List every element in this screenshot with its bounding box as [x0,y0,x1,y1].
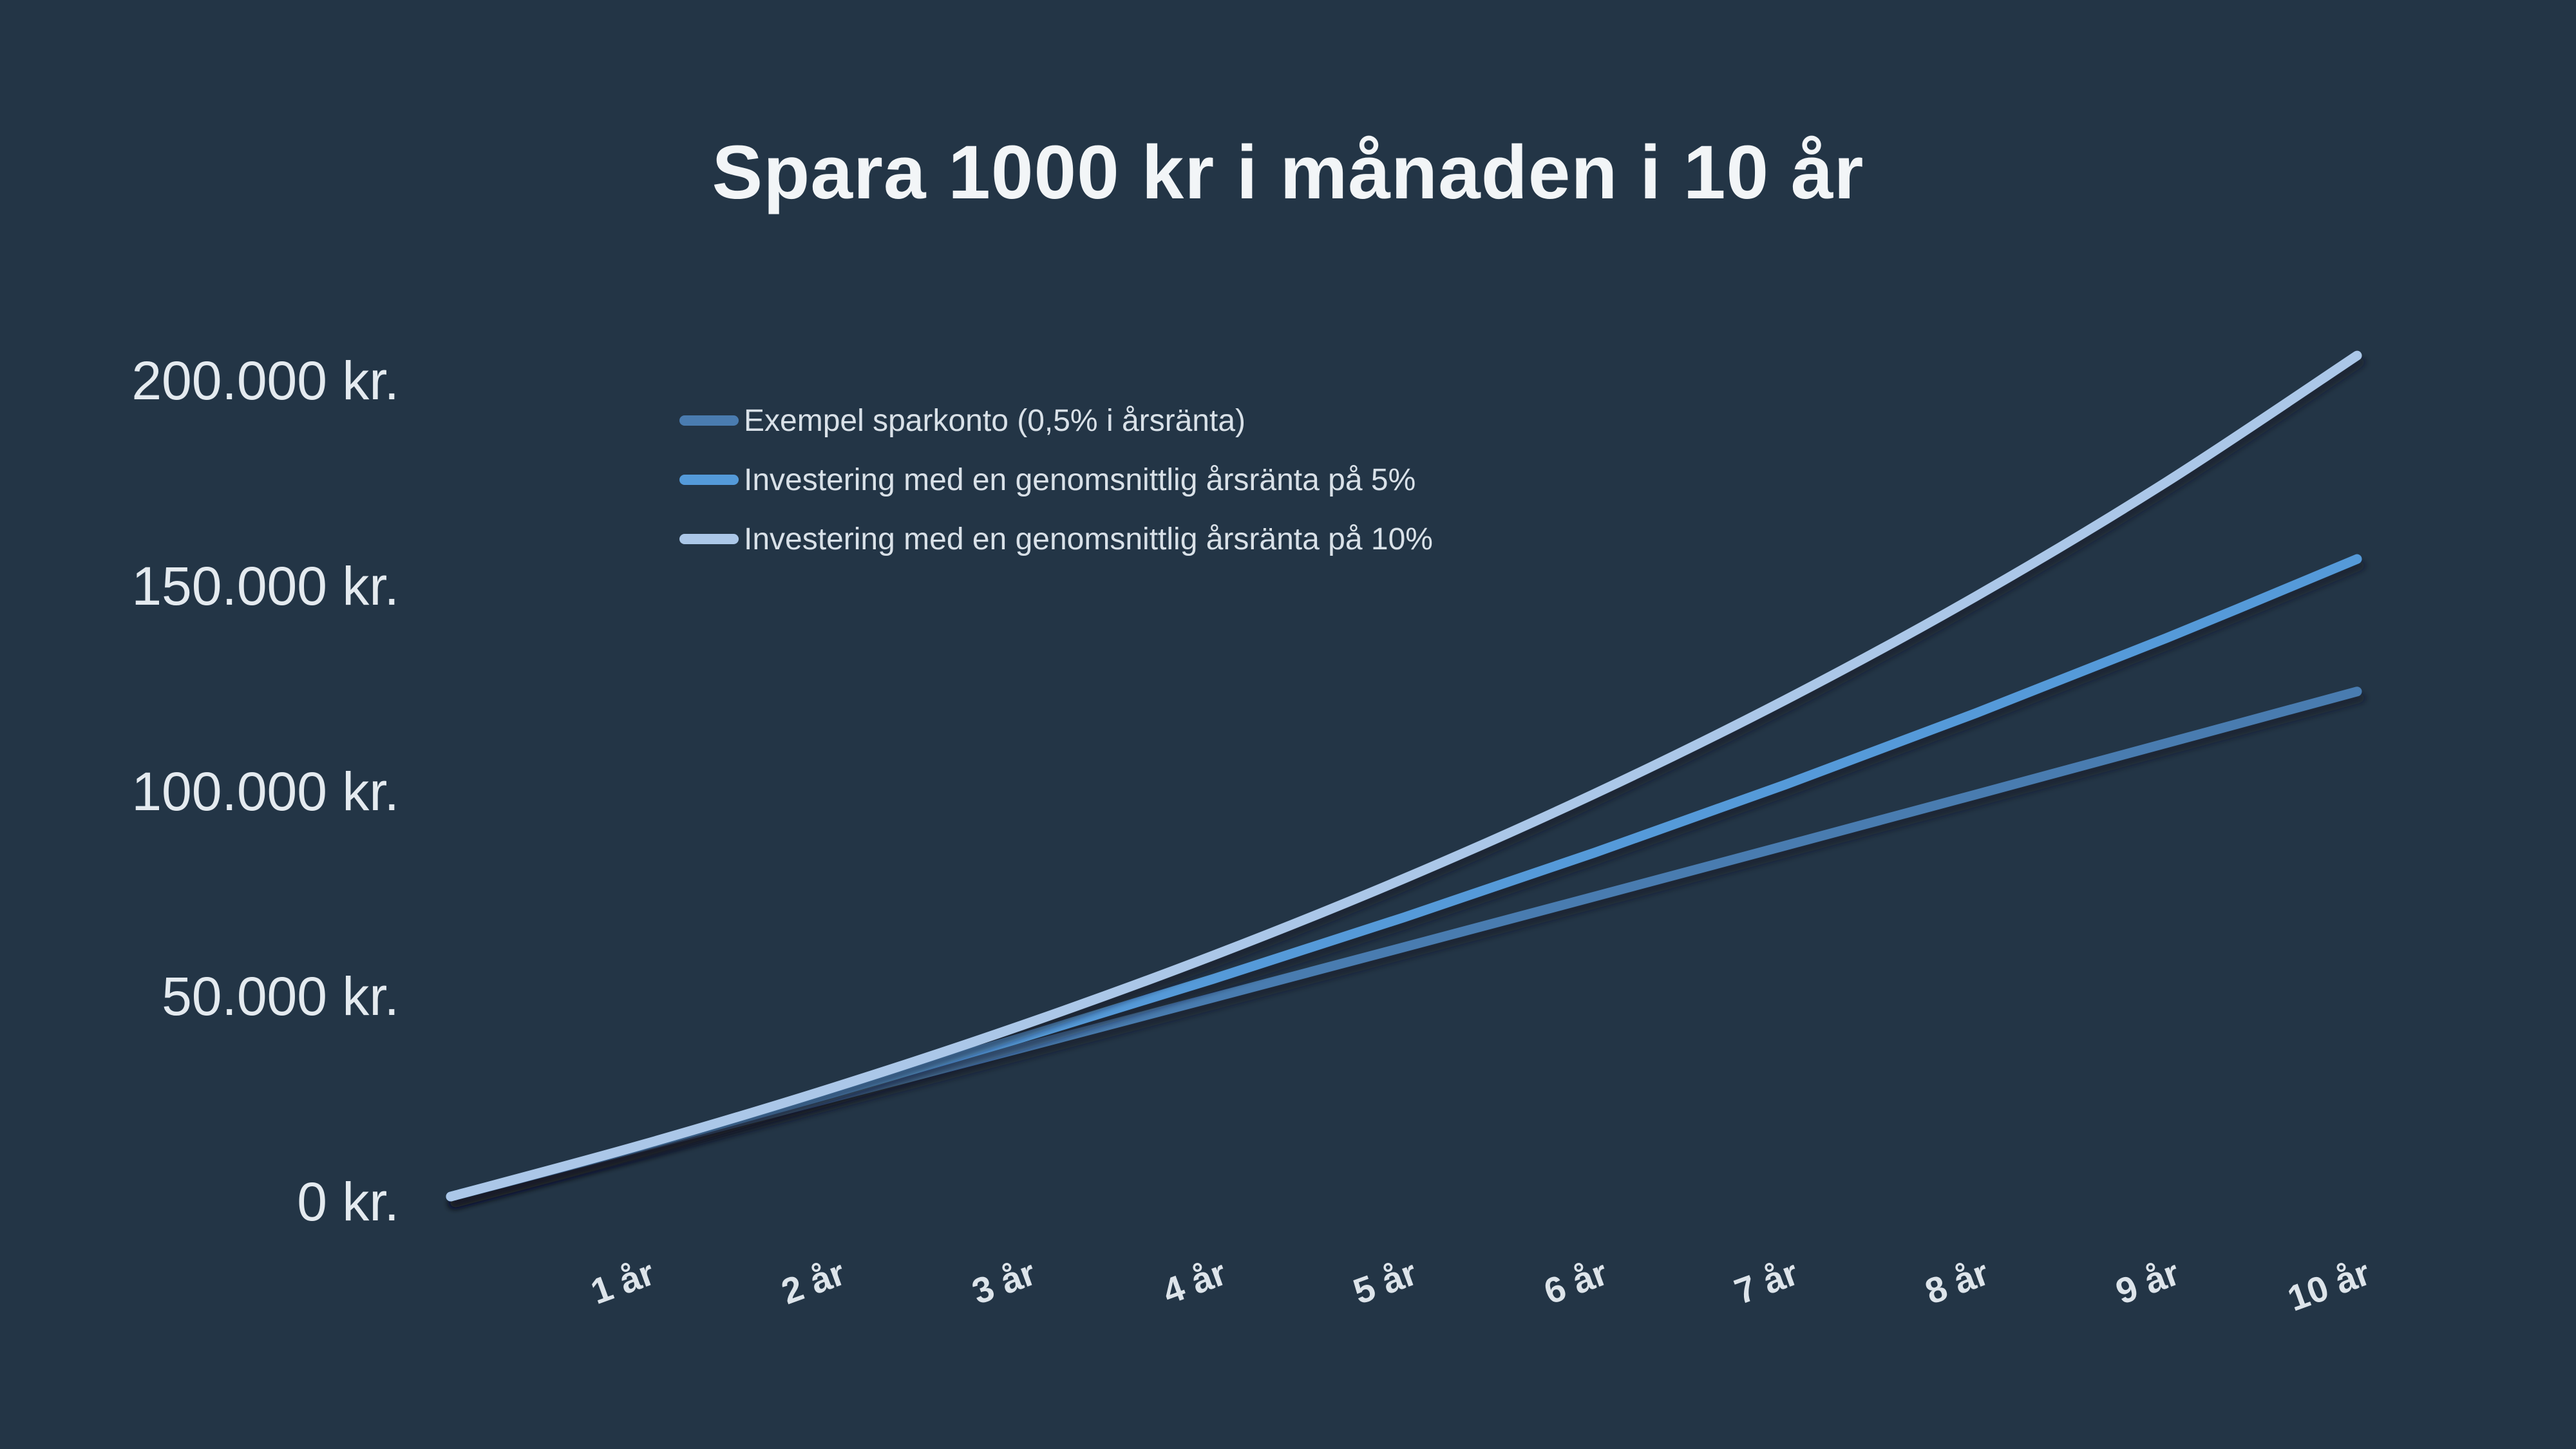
legend-item-2: Investering med en genomsnittlig årsränt… [679,509,1433,569]
chart-legend: Exempel sparkonto (0,5% i årsränta) Inves… [679,391,1433,569]
legend-swatch-icon [679,415,739,426]
legend-swatch-icon [679,534,739,544]
y-axis-tick-label: 0 kr. [297,1171,399,1232]
legend-label: Exempel sparkonto (0,5% i årsränta) [744,403,1246,438]
legend-swatch-icon [679,475,739,485]
y-axis-tick-label: 50.000 kr. [162,966,399,1027]
legend-item-0: Exempel sparkonto (0,5% i årsränta) [679,391,1433,450]
y-axis-tick-label: 100.000 kr. [131,761,399,822]
gridlines-group [437,374,2374,1198]
y-axis-tick-label: 150.000 kr. [131,555,399,616]
legend-item-1: Investering med en genomsnittlig årsränt… [679,450,1433,509]
series-lines-group [446,350,2362,1202]
y-axis-tick-label: 200.000 kr. [131,350,399,411]
chart-title: Spara 1000 kr i månaden i 10 år [712,130,1864,215]
series-line-2 [446,350,2362,1202]
legend-label: Investering med en genomsnittlig årsränt… [744,462,1416,497]
legend-label: Investering med en genomsnittlig årsränt… [744,522,1433,556]
